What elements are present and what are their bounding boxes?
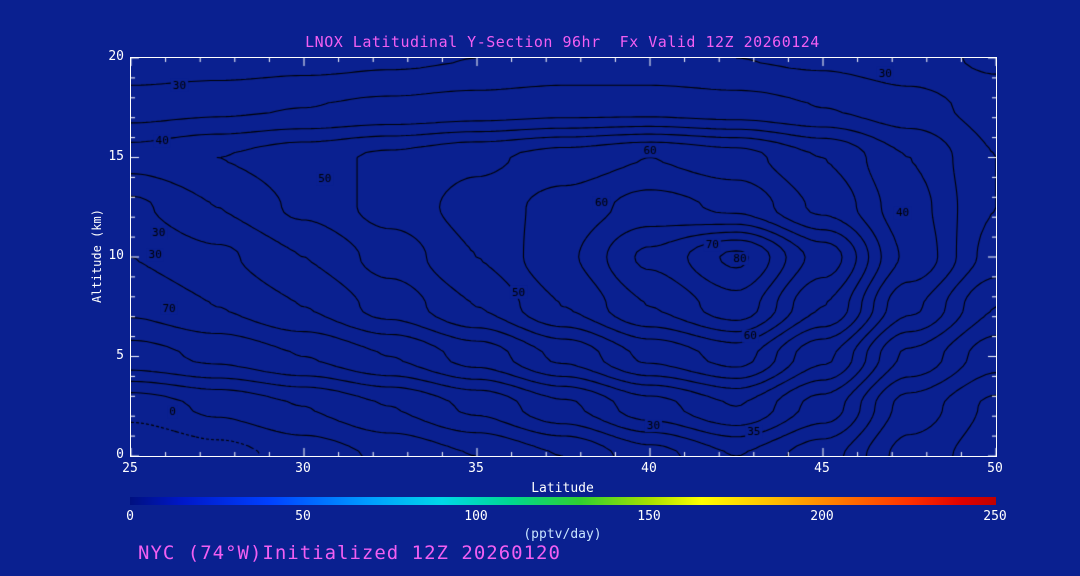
- plot-area: [130, 57, 997, 457]
- x-tick-label: 25: [122, 461, 138, 476]
- colorbar-tick-label: 100: [464, 509, 488, 524]
- y-tick-label: 0: [116, 447, 124, 462]
- contour-canvas: [131, 58, 996, 456]
- colorbar-tick-label: 50: [295, 509, 311, 524]
- colorbar-tick-label: 200: [810, 509, 834, 524]
- x-tick-label: 35: [468, 461, 484, 476]
- x-tick-label: 40: [641, 461, 657, 476]
- x-tick-label: 50: [987, 461, 1003, 476]
- x-axis-title: Latitude: [531, 481, 594, 496]
- y-tick-label: 10: [108, 248, 124, 263]
- colorbar-tick-label: 250: [983, 509, 1007, 524]
- colorbar-tick-label: 150: [637, 509, 661, 524]
- colorbar-tick-label: 0: [126, 509, 134, 524]
- colorbar: [130, 497, 996, 505]
- x-tick-label: 45: [814, 461, 830, 476]
- y-tick-label: 20: [108, 49, 124, 64]
- y-tick-label: 5: [116, 347, 124, 363]
- y-tick-label: 15: [108, 148, 124, 164]
- x-tick-label: 30: [295, 461, 311, 476]
- plot-title: LNOX Latitudinal Y-Section 96hr Fx Valid…: [305, 33, 820, 51]
- footer-init-text: NYC (74°W)Initialized 12Z 20260120: [138, 542, 561, 564]
- colorbar-unit-label: (pptv/day): [523, 527, 602, 542]
